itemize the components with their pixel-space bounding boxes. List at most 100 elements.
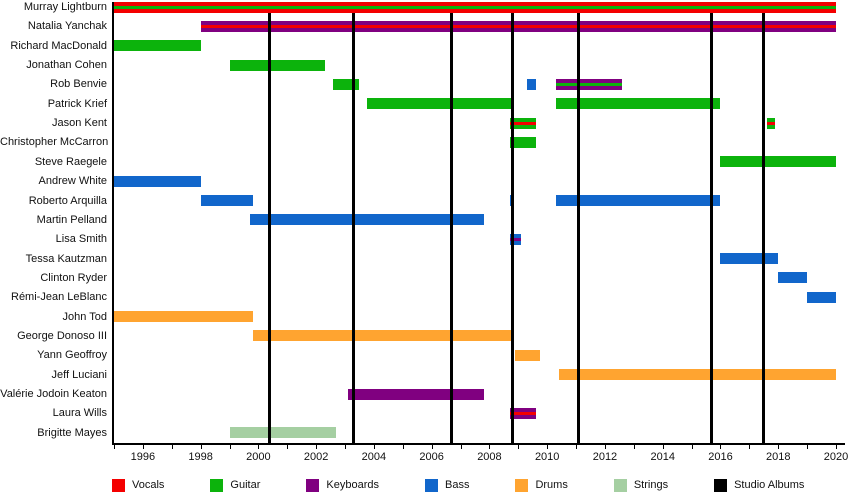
member-name: Natalia Yanchak bbox=[27, 20, 107, 33]
timeline-bar-guitar bbox=[555, 98, 721, 110]
x-axis-tick bbox=[604, 445, 606, 449]
x-axis-tick bbox=[200, 445, 202, 449]
x-axis-tick bbox=[720, 445, 722, 449]
timeline-bar-bass-keyboards bbox=[509, 233, 522, 245]
x-axis-year-label: 2016 bbox=[708, 451, 733, 463]
studio-album-line bbox=[450, 13, 454, 443]
legend-item-studio_albums: Studio Albums bbox=[714, 479, 804, 492]
legend-item-strings: Strings bbox=[613, 479, 669, 492]
timeline-bar-guitar bbox=[229, 59, 325, 71]
x-axis-tick bbox=[633, 445, 635, 449]
legend-item-vocals: Vocals bbox=[112, 479, 164, 492]
x-axis-tick bbox=[316, 445, 318, 449]
x-axis-tick bbox=[749, 445, 751, 449]
member-name: John Tod bbox=[62, 310, 107, 323]
timeline-bar-guitar bbox=[720, 156, 836, 168]
member-name: Martin Pelland bbox=[36, 213, 107, 226]
timeline-bar-keyboards bbox=[347, 388, 484, 400]
x-axis-year-label: 2012 bbox=[592, 451, 618, 463]
legend-swatch-keyboards bbox=[306, 479, 320, 492]
member-name: Rob Benvie bbox=[50, 78, 107, 91]
member-name: George Donoso III bbox=[17, 329, 107, 342]
x-axis-tick bbox=[836, 445, 837, 449]
y-axis-line bbox=[112, 2, 114, 443]
x-axis-year-label: 2002 bbox=[303, 451, 329, 463]
studio-album-line bbox=[762, 13, 766, 443]
timeline-bar-guitar-vocals bbox=[509, 117, 536, 129]
x-axis-tick bbox=[171, 445, 173, 449]
studio-album-line bbox=[352, 13, 356, 443]
timeline-bar-guitar bbox=[509, 136, 536, 148]
timeline-bar-guitar bbox=[114, 40, 201, 52]
timeline-bar-bass bbox=[720, 253, 779, 265]
legend-swatch-vocals bbox=[112, 479, 125, 492]
legend-swatch-bass bbox=[424, 479, 438, 492]
x-axis-tick bbox=[402, 445, 404, 449]
legend-swatch-drums bbox=[515, 479, 529, 492]
legend-label: Vocals bbox=[132, 479, 165, 491]
member-name: Clinton Ryder bbox=[40, 271, 107, 284]
timeline-bar-bass bbox=[555, 195, 721, 206]
x-axis-year-label: 1998 bbox=[188, 451, 213, 463]
legend-swatch-studio_albums bbox=[714, 479, 728, 492]
timeline-bar-drums bbox=[252, 330, 513, 342]
legend-label: Keyboards bbox=[326, 479, 379, 491]
studio-album-line bbox=[268, 13, 272, 443]
x-axis-tick bbox=[662, 445, 664, 449]
legend-item-drums: Drums bbox=[515, 479, 568, 492]
x-axis-year-label: 2020 bbox=[823, 451, 849, 463]
x-axis-tick bbox=[547, 445, 549, 449]
member-name: Lisa Smith bbox=[55, 233, 107, 246]
x-axis-tick bbox=[807, 445, 809, 449]
x-axis-tick bbox=[489, 445, 491, 449]
timeline-bar-bass bbox=[114, 175, 201, 187]
legend-item-keyboards: Keyboards bbox=[306, 479, 379, 492]
member-name: Roberto Arquilla bbox=[28, 194, 107, 207]
x-axis-tick bbox=[778, 445, 780, 449]
member-name: Murray Lightburn bbox=[23, 1, 107, 13]
member-name: Patrick Krief bbox=[47, 97, 107, 110]
member-name: Valérie Jodoin Keaton bbox=[0, 388, 107, 400]
timeline-bar-drums bbox=[114, 311, 253, 323]
member-name: Brigitte Mayes bbox=[37, 426, 107, 439]
x-axis-year-label: 2018 bbox=[765, 451, 791, 463]
x-axis-tick bbox=[229, 445, 231, 449]
legend-label: Strings bbox=[633, 479, 669, 491]
legend-label: Drums bbox=[535, 479, 568, 491]
member-name: Jason Kent bbox=[51, 117, 107, 130]
timeline-bar-vocals-guitar bbox=[114, 1, 836, 13]
x-axis-year-label: 2004 bbox=[361, 451, 387, 463]
timeline-bar-guitar bbox=[366, 98, 513, 110]
legend-label: Studio Albums bbox=[734, 479, 805, 491]
member-name: Andrew White bbox=[38, 175, 107, 188]
timeline-bar-drums bbox=[515, 349, 540, 361]
x-axis-tick bbox=[345, 445, 347, 449]
x-axis-year-label: 2008 bbox=[477, 451, 502, 463]
timeline-bar-keyboards-vocals bbox=[200, 20, 836, 32]
x-axis-year-label: 2010 bbox=[534, 451, 560, 463]
legend-swatch-guitar bbox=[210, 479, 224, 492]
timeline-bar-guitar bbox=[333, 78, 360, 90]
timeline-bar-guitar-vocals bbox=[766, 117, 776, 129]
x-axis-year-label: 2014 bbox=[650, 451, 675, 463]
x-axis-year-label: 2006 bbox=[419, 451, 444, 463]
x-axis-tick bbox=[258, 445, 260, 449]
member-name: Yann Geoffroy bbox=[37, 349, 107, 362]
x-axis-tick bbox=[460, 445, 462, 449]
x-axis-year-label: 2000 bbox=[246, 451, 271, 463]
member-name: Laura Wills bbox=[52, 407, 107, 420]
legend-label: Bass bbox=[444, 479, 470, 491]
x-axis-tick bbox=[114, 445, 115, 449]
studio-album-line bbox=[511, 13, 515, 443]
timeline-bar-drums bbox=[558, 369, 836, 381]
x-axis-tick bbox=[691, 445, 693, 449]
timeline-bar-strings bbox=[229, 427, 337, 439]
legend-swatch-strings bbox=[613, 479, 627, 492]
x-axis-tick bbox=[142, 445, 144, 449]
member-name: Richard MacDonald bbox=[10, 39, 107, 52]
timeline-bar-bass bbox=[249, 214, 484, 226]
x-axis-tick bbox=[518, 445, 520, 449]
x-axis-tick bbox=[287, 445, 289, 449]
timeline-bar-bass bbox=[807, 291, 836, 303]
